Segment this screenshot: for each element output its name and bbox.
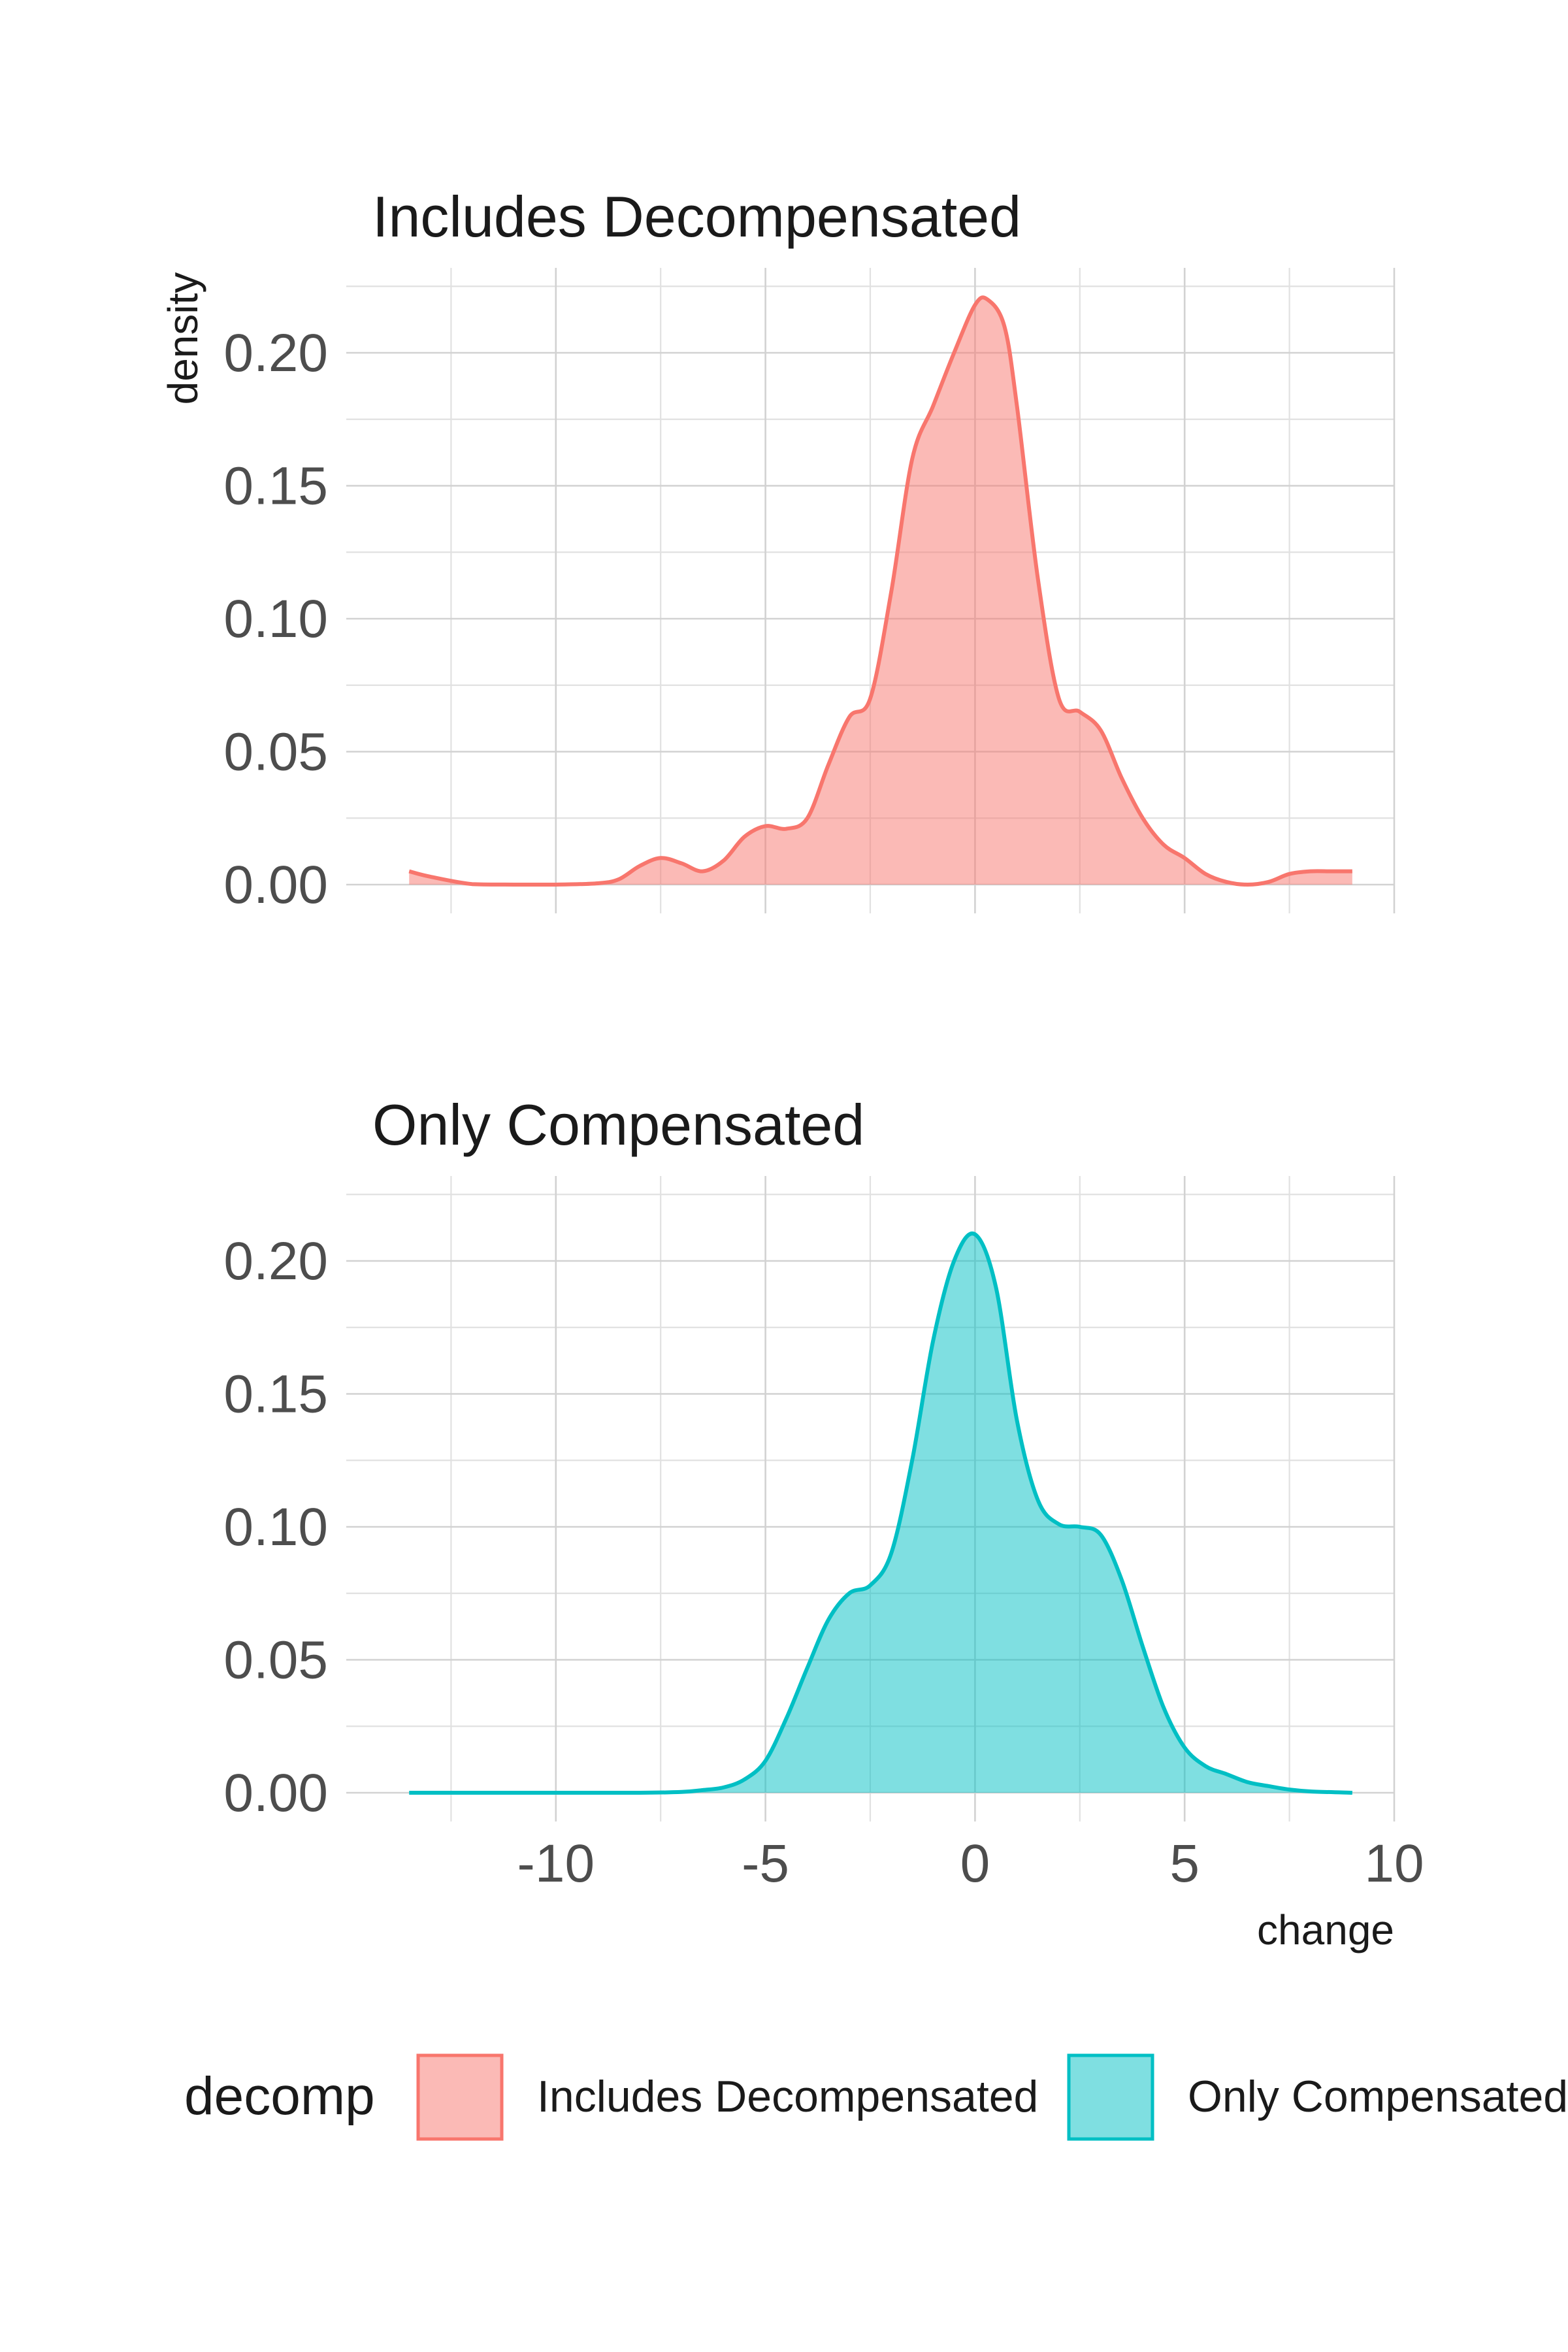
y-tick-label: 0.05 xyxy=(223,723,328,782)
y-axis-title: density xyxy=(159,272,206,405)
panel-includes-decompensated: 0.00 0.05 0.10 0.15 0.20 Includes Decompensa… xyxy=(223,184,1396,915)
panel-1-y-tick-labels: 0.00 0.05 0.10 0.15 0.20 xyxy=(223,323,328,915)
density-line xyxy=(408,295,1352,887)
density-line xyxy=(409,1232,1352,1795)
density-area xyxy=(409,297,1352,885)
y-tick-label: 0.20 xyxy=(223,323,328,383)
x-tick-label: 5 xyxy=(1169,1834,1200,1893)
panel-only-compensated: 0.00 0.05 0.10 0.15 0.20 Only Compensated xyxy=(223,1092,1396,1823)
x-tick-label: 0 xyxy=(960,1834,990,1893)
panel-title-only-compensated: Only Compensated xyxy=(372,1092,864,1157)
y-tick-label: 0.10 xyxy=(223,1497,328,1557)
x-tick-label: -5 xyxy=(742,1834,789,1893)
x-tick-label: 10 xyxy=(1364,1834,1424,1893)
y-tick-label: 0.00 xyxy=(223,855,328,915)
legend-key-only-compensated xyxy=(1067,2053,1154,2141)
y-tick-label: 0.20 xyxy=(223,1232,328,1291)
x-tick-label: -10 xyxy=(517,1834,595,1893)
panel-title-includes-decompensated: Includes Decompensated xyxy=(372,184,1021,249)
panel-1-density-marks xyxy=(408,295,1352,887)
x-axis-title: change xyxy=(1257,1906,1394,1953)
y-tick-label: 0.00 xyxy=(223,1763,328,1823)
density-area xyxy=(409,1233,1352,1793)
y-tick-label: 0.15 xyxy=(223,1365,328,1424)
legend: decomp Includes Decompensated Only Compe… xyxy=(184,2053,1568,2141)
x-tick-labels: -10 -5 0 5 10 xyxy=(517,1834,1424,1893)
y-tick-label: 0.15 xyxy=(223,457,328,516)
y-tick-label: 0.10 xyxy=(223,589,328,649)
legend-key-includes-decompensated xyxy=(416,2053,504,2141)
y-tick-label: 0.05 xyxy=(223,1631,328,1690)
panel-2-density-marks xyxy=(409,1232,1352,1795)
legend-label-includes-decompensated: Includes Decompensated xyxy=(537,2072,1038,2121)
panel-2-y-tick-labels: 0.00 0.05 0.10 0.15 0.20 xyxy=(223,1232,328,1823)
legend-label-only-compensated: Only Compensated xyxy=(1188,2072,1568,2121)
legend-title: decomp xyxy=(184,2066,375,2126)
